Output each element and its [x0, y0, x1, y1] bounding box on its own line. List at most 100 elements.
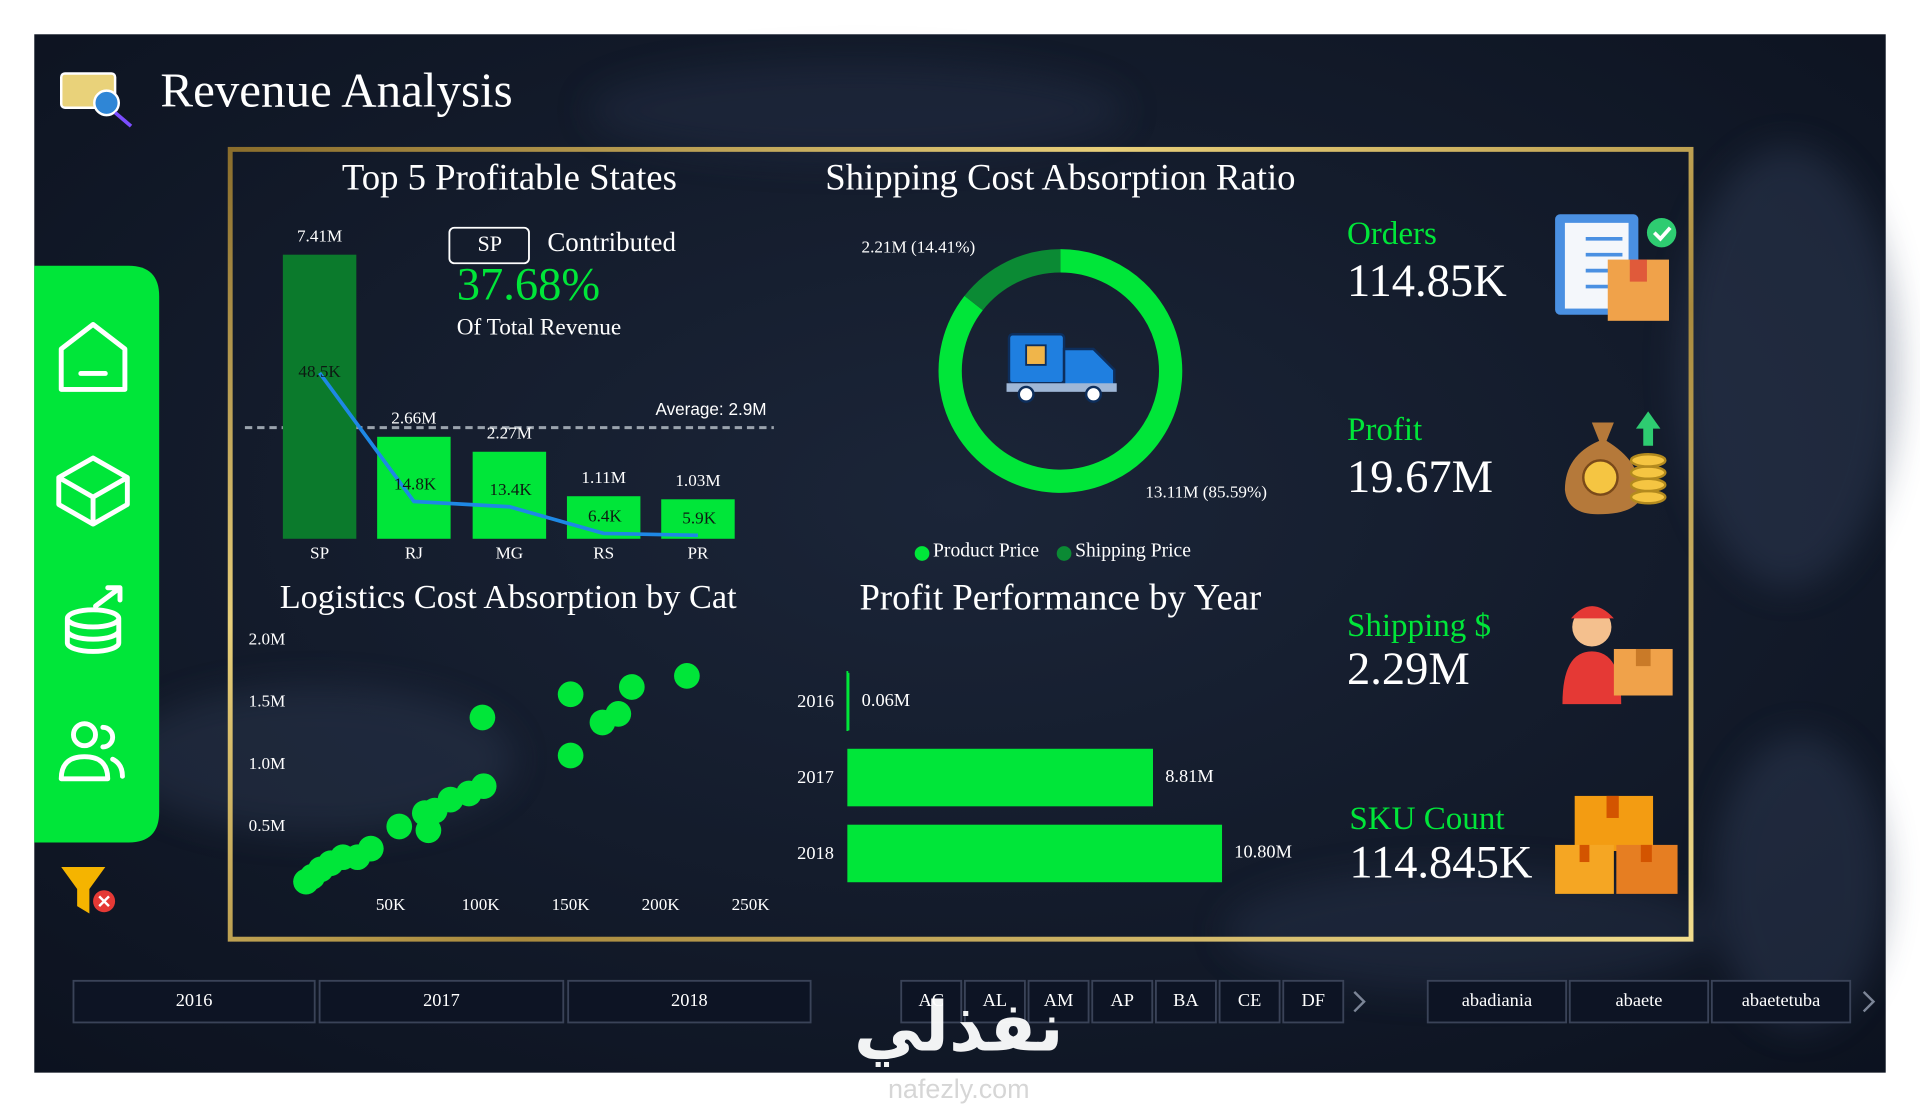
state-slicer[interactable]: [1218, 979, 1281, 1024]
x-tick-label: 250K: [732, 895, 771, 914]
donut-label: 2.21M (14.41%): [862, 238, 976, 257]
x-tick-label: 150K: [552, 895, 591, 914]
bar-value-label: 2.66M: [391, 409, 436, 428]
chart-title: Shipping Cost Absorption Ratio: [825, 157, 1295, 198]
legend-marker: [914, 546, 930, 561]
callout-share: 37.68%: [457, 260, 600, 311]
nav-panel: [34, 265, 160, 843]
header-icon: [60, 72, 133, 128]
state-slicer-label[interactable]: CE: [1238, 990, 1261, 1010]
donut-segment: [938, 249, 1183, 493]
slicer-next[interactable]: [1353, 990, 1366, 1013]
kpi-label: SKU Count: [1349, 801, 1504, 837]
orders-icon: [1555, 214, 1677, 321]
legend-label: Product Price: [933, 541, 1039, 562]
y-tick-label: 2016: [797, 691, 834, 711]
bar-value-label: 10.80M: [1234, 842, 1292, 862]
y-tick-label: 1.0M: [249, 754, 286, 773]
year-slicer-label[interactable]: 2018: [671, 990, 708, 1010]
kpi-value: 114.85K: [1347, 256, 1507, 307]
state-slicer[interactable]: [1027, 979, 1090, 1024]
state-slicer-label[interactable]: AC: [918, 990, 944, 1010]
donut-label: 13.11M (85.59%): [1145, 482, 1267, 501]
bar-value-label: 2.27M: [487, 424, 532, 443]
shipping-icon: [1562, 606, 1673, 705]
profit-icon: [1564, 411, 1667, 515]
kpi-value: 114.845K: [1349, 838, 1532, 889]
x-tick-label: MG: [496, 544, 524, 563]
state-slicer[interactable]: [963, 979, 1026, 1024]
kpi-label: Profit: [1347, 412, 1422, 448]
state-slicer[interactable]: [1282, 979, 1345, 1024]
legend-marker: [1056, 546, 1072, 561]
city-slicer-label[interactable]: abaete: [1616, 990, 1663, 1010]
chart-title: Profit Performance by Year: [860, 577, 1262, 618]
scatter-point: [618, 674, 645, 700]
kpi-label: Shipping $: [1347, 608, 1491, 644]
bar: [847, 824, 1223, 883]
x-tick-label: SP: [310, 544, 329, 563]
state-slicer-label[interactable]: AL: [983, 990, 1007, 1010]
line-value-label: 5.9K: [682, 508, 716, 527]
city-slicer-label[interactable]: abaetetuba: [1742, 990, 1820, 1010]
y-tick-label: 2017: [797, 767, 834, 787]
x-tick-label: PR: [687, 544, 709, 563]
bar-value-label: 8.81M: [1165, 766, 1213, 786]
state-slicer-label[interactable]: DF: [1302, 990, 1325, 1010]
bar: [377, 436, 451, 539]
year-slicer[interactable]: [72, 979, 316, 1024]
city-slicer[interactable]: [1710, 979, 1852, 1024]
x-tick-label: 100K: [462, 895, 501, 914]
watermark-text: نفذلي: [854, 988, 1064, 1067]
year-slicer[interactable]: [567, 979, 812, 1024]
chart-title: Logistics Cost Absorption by Cat: [280, 578, 737, 616]
bar: [847, 748, 1153, 807]
year-slicer-label[interactable]: 2017: [423, 990, 460, 1010]
callout-text: Contributed: [547, 227, 676, 257]
callout-note: Of Total Revenue: [457, 315, 622, 341]
slicer-next[interactable]: [1862, 990, 1876, 1013]
nav-customers[interactable]: [58, 721, 125, 782]
callout-state: SP: [478, 231, 503, 256]
line-series: [318, 371, 698, 538]
bar: [661, 499, 735, 539]
kpi-label: Orders: [1347, 216, 1437, 252]
state-slicer-label[interactable]: AP: [1111, 990, 1134, 1010]
x-tick-label: 50K: [376, 895, 406, 914]
city-slicer-label[interactable]: abadiania: [1462, 990, 1532, 1010]
scatter-point: [674, 663, 700, 689]
background-texture: [122, 61, 1898, 1029]
nav-finance[interactable]: [64, 585, 123, 654]
state-slicer[interactable]: [1091, 979, 1154, 1024]
city-slicer[interactable]: [1568, 979, 1710, 1024]
year-slicer[interactable]: [318, 979, 565, 1024]
state-slicer-label[interactable]: BA: [1173, 990, 1199, 1010]
kpi-value: 19.67M: [1347, 452, 1493, 503]
city-slicer[interactable]: [1426, 979, 1568, 1024]
line-value-label: 48.5K: [298, 362, 341, 381]
nav-home[interactable]: [58, 322, 128, 392]
y-tick-label: 1.5M: [249, 692, 286, 711]
scatter-point: [557, 681, 584, 708]
year-slicer-label[interactable]: 2016: [176, 990, 213, 1010]
sku-icon: [1555, 795, 1678, 894]
x-tick-label: RS: [593, 544, 614, 563]
nav-products[interactable]: [56, 455, 130, 527]
legend-label: Shipping Price: [1075, 541, 1191, 562]
scatter-point: [469, 704, 496, 731]
state-slicer[interactable]: [900, 979, 963, 1024]
line-value-label: 14.8K: [394, 474, 437, 493]
clear-filter[interactable]: [61, 866, 116, 914]
state-slicer[interactable]: [1155, 979, 1217, 1024]
line-value-label: 6.4K: [588, 506, 622, 525]
bar: [472, 451, 547, 539]
chart-title: Top 5 Profitable States: [342, 157, 677, 198]
bar-value-label: 1.11M: [581, 468, 626, 487]
scatter-point: [557, 742, 584, 769]
y-tick-label: 0.5M: [249, 816, 286, 835]
state-slicer-label[interactable]: AM: [1044, 990, 1074, 1010]
scatter-point: [386, 813, 413, 840]
bar-value-label: 1.03M: [675, 471, 720, 490]
